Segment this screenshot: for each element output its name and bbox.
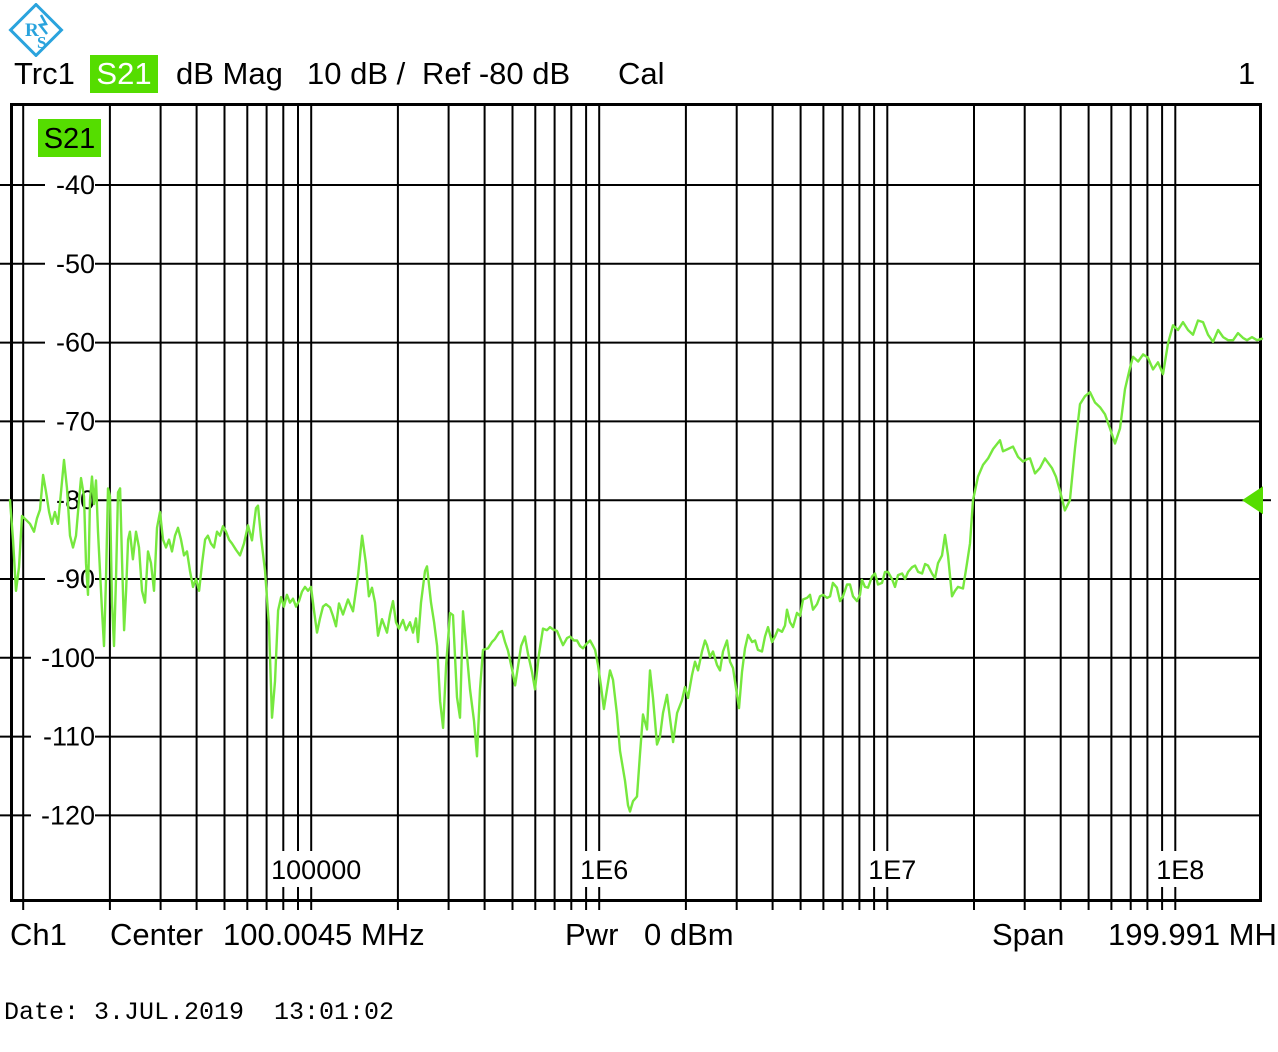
- x-tick-label: 1E8: [1156, 855, 1204, 885]
- rs-logo-letter-s: S: [37, 33, 46, 52]
- channel-label: Ch1: [10, 917, 67, 952]
- y-tick-label: -50: [56, 249, 95, 279]
- window-number-label: 1: [1238, 56, 1256, 91]
- trace-name-label: Trc1: [14, 56, 75, 91]
- y-tick-label: -80: [56, 485, 95, 515]
- rs-logo: R S: [8, 3, 64, 57]
- y-tick-label: -120: [41, 800, 95, 830]
- span-label[interactable]: Span: [992, 917, 1065, 952]
- trace-format-label[interactable]: dB Mag: [176, 56, 283, 91]
- x-tick-label: 100000: [271, 855, 361, 885]
- trace-scale-label[interactable]: 10 dB /: [307, 56, 406, 91]
- y-tick-label: -60: [56, 328, 95, 358]
- calibration-status-label: Cal: [618, 56, 665, 91]
- x-tick-label: 1E6: [580, 855, 628, 885]
- ref-level-marker-icon[interactable]: [1242, 486, 1263, 515]
- rs-logo-letter-r: R: [25, 20, 39, 41]
- y-tick-label: -40: [56, 170, 95, 200]
- y-tick-label: -70: [56, 406, 95, 436]
- x-tick-label: 1E7: [868, 855, 916, 885]
- grid-lines: [0, 103, 1262, 910]
- power-value[interactable]: 0 dBm: [644, 917, 734, 952]
- s21-trace: [8, 319, 1264, 813]
- date-time-stamp: Date: 3.JUL.2019 13:01:02: [4, 998, 395, 1027]
- y-tick-label: -110: [43, 722, 95, 752]
- center-freq-label[interactable]: Center: [110, 917, 204, 952]
- rs-logo-diamond: [8, 3, 64, 57]
- measurement-badge[interactable]: S21: [90, 55, 158, 93]
- trace-reference-label[interactable]: Ref -80 dB: [422, 56, 571, 91]
- y-axis-tick-labels: -40-50-60-70-80-90-100-110-120: [31, 169, 95, 832]
- power-label[interactable]: Pwr: [565, 917, 619, 952]
- x-axis-tick-labels: 100000 1E6 1E7 1E8: [268, 851, 1208, 887]
- center-freq-value[interactable]: 100.0045 MHz: [223, 917, 425, 952]
- span-value[interactable]: 199.991 MHz: [1108, 917, 1278, 952]
- plot-border: [10, 103, 1262, 902]
- trace-badge-plot: S21: [38, 119, 101, 157]
- trace-badge-text: S21: [44, 123, 96, 155]
- y-tick-label: -100: [41, 643, 95, 673]
- rs-logo-bolt-icon: [37, 14, 48, 35]
